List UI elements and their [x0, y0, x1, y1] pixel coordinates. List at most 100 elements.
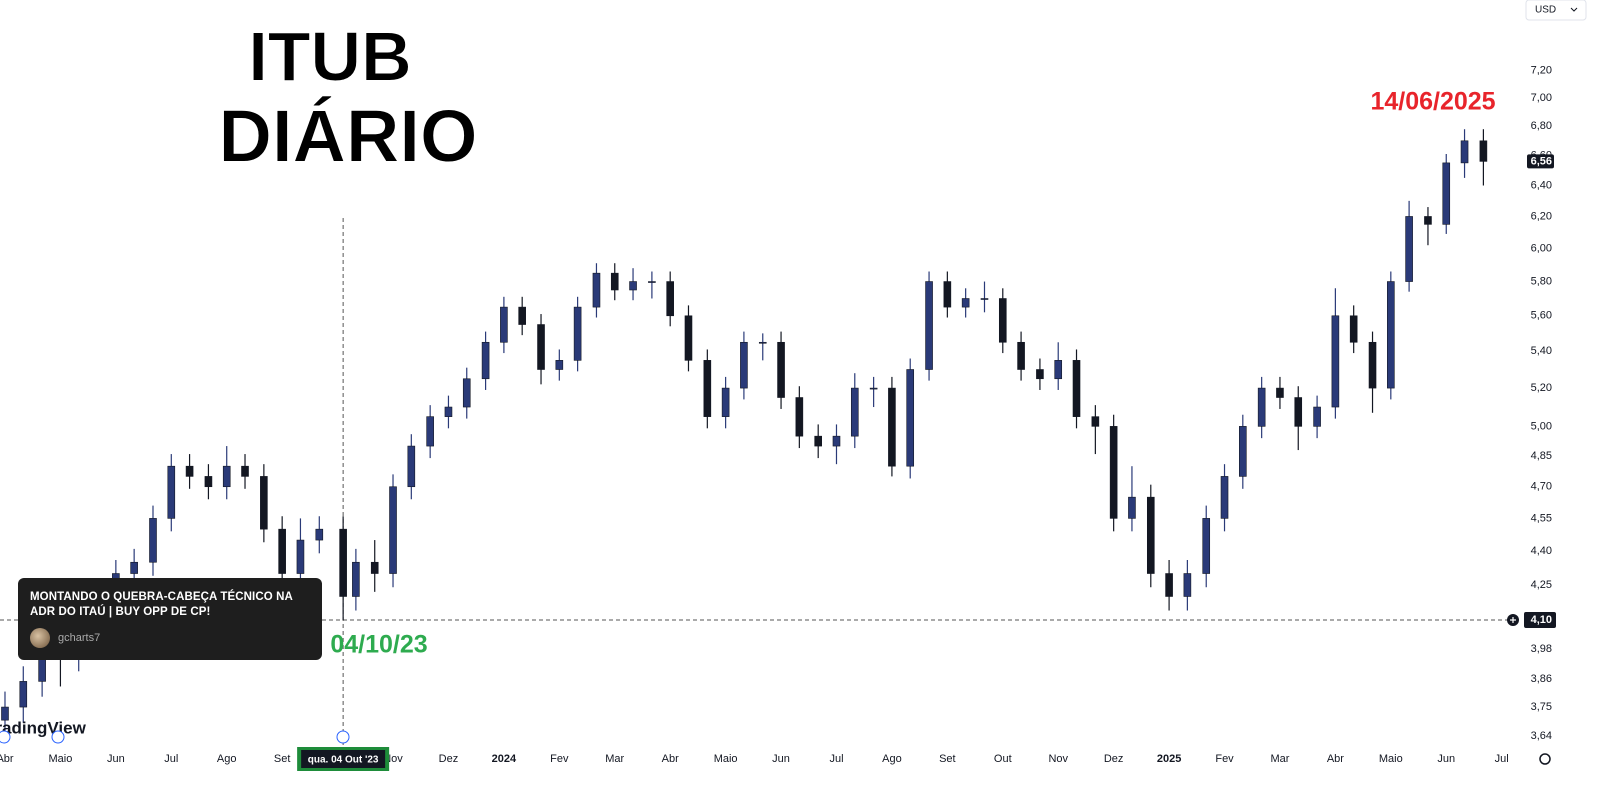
- candle-body: [925, 281, 933, 370]
- candle-body: [296, 539, 305, 574]
- candle-body: [610, 272, 619, 291]
- x-tick-label: Set: [939, 753, 956, 765]
- candle-body: [666, 281, 674, 317]
- y-tick-label: 4,85: [1531, 450, 1552, 462]
- candle-body: [1368, 341, 1377, 389]
- candle-body: [1479, 140, 1488, 162]
- x-tick-label: 2025: [1157, 753, 1181, 765]
- candle-body: [703, 360, 712, 417]
- candle-body: [850, 387, 859, 437]
- candle-body: [1331, 315, 1340, 408]
- candle-body: [1146, 496, 1155, 574]
- y-tick-label: 3,75: [1531, 701, 1552, 713]
- event-marker[interactable]: [0, 730, 11, 744]
- y-tick-label: 7,00: [1531, 92, 1552, 104]
- x-tick-label: Jun: [772, 753, 790, 765]
- y-tick-label: 5,00: [1531, 420, 1552, 432]
- y-tick-label: 6,20: [1531, 210, 1552, 222]
- x-tick-label: Jul: [164, 753, 178, 765]
- event-marker[interactable]: [51, 730, 65, 744]
- candle-body: [462, 378, 471, 408]
- last-price-box: [1527, 154, 1554, 169]
- candle-body: [1349, 315, 1358, 343]
- crosshair-price-label: 4,10: [1531, 614, 1552, 626]
- candle-body: [1072, 360, 1081, 417]
- last-price-label: 6,56: [1531, 155, 1552, 167]
- candle-body: [315, 528, 324, 541]
- candle-body: [961, 298, 970, 308]
- add-alert-plus: [1510, 616, 1516, 623]
- candle-body: [407, 445, 416, 488]
- candle-body: [555, 360, 564, 370]
- x-tick-label: Ago: [882, 753, 902, 765]
- x-tick-label: Nov: [1048, 753, 1068, 765]
- annotation-date: 04/10/23: [330, 631, 427, 659]
- candle-body: [888, 387, 896, 467]
- crosshair-date-box: [301, 750, 386, 768]
- y-tick-label: 4,25: [1531, 579, 1552, 591]
- x-tick-label: Fev: [550, 753, 569, 765]
- candle-body: [906, 369, 915, 467]
- candle-body: [222, 465, 231, 488]
- x-tick-label: Set: [274, 753, 291, 765]
- candle-body: [1183, 573, 1192, 597]
- y-tick-label: 4,70: [1531, 481, 1552, 493]
- x-tick-label: Dez: [439, 753, 459, 765]
- x-tick-label: Jul: [1495, 753, 1509, 765]
- y-tick-label: 6,40: [1531, 179, 1552, 191]
- currency-caret[interactable]: [1570, 7, 1578, 12]
- x-tick-label: Maio: [1379, 753, 1403, 765]
- x-tick-label: Ago: [217, 753, 237, 765]
- idea-tooltip[interactable]: MONTANDO O QUEBRA-CABEÇA TÉCNICO NA ADR …: [18, 578, 322, 660]
- candle-body: [758, 341, 767, 344]
- candle-body: [795, 397, 804, 437]
- candle-body: [1460, 140, 1469, 164]
- candle-body: [1109, 426, 1118, 519]
- candle-body: [629, 281, 637, 291]
- candle-body: [19, 681, 28, 708]
- candle-body: [573, 306, 582, 361]
- crosshair-price-box: [1524, 611, 1556, 628]
- candle-body: [130, 561, 138, 574]
- candle-body: [339, 528, 347, 597]
- candle-body: [721, 387, 730, 417]
- candle-body: [149, 518, 157, 563]
- candle-body: [740, 341, 748, 389]
- candle-body: [1036, 369, 1044, 380]
- x-tick-label: 2024: [492, 753, 517, 765]
- y-tick-label: 5,20: [1531, 382, 1552, 394]
- candle-body: [980, 298, 989, 300]
- candle-body: [1387, 281, 1395, 389]
- event-marker[interactable]: [336, 730, 350, 744]
- candle-body: [1, 706, 9, 721]
- currency-label[interactable]: USD: [1535, 5, 1556, 16]
- x-tick-label: Abr: [1327, 753, 1344, 765]
- candle-body: [1294, 397, 1303, 427]
- settings-icon[interactable]: [1539, 753, 1551, 765]
- y-tick-label: 3,98: [1531, 643, 1552, 655]
- candle-body: [185, 465, 194, 477]
- plot-area: [1, 129, 1488, 737]
- candle-body: [167, 465, 176, 519]
- candle-body: [1220, 476, 1229, 519]
- candle-body: [869, 387, 878, 390]
- candle-body: [998, 298, 1007, 343]
- candle-body: [370, 561, 379, 574]
- y-tick-label: 6,00: [1531, 242, 1552, 254]
- annotation-date: 14/06/2025: [1370, 88, 1495, 116]
- x-tick-label: Jul: [829, 753, 843, 765]
- x-tick-label: Mar: [1270, 753, 1289, 765]
- y-tick-label: 3,64: [1531, 730, 1552, 742]
- candle-body: [1239, 426, 1247, 477]
- candle-body: [1091, 416, 1100, 427]
- candle-body: [352, 561, 360, 597]
- chart-subtitle: DIÁRIO: [219, 95, 478, 178]
- currency-button[interactable]: [1525, 0, 1587, 21]
- candle-body: [684, 315, 693, 361]
- x-tick-label: Mar: [605, 753, 624, 765]
- y-tick-label: 5,40: [1531, 345, 1552, 357]
- candle-body: [481, 341, 490, 380]
- x-tick-label: Abr: [662, 753, 679, 765]
